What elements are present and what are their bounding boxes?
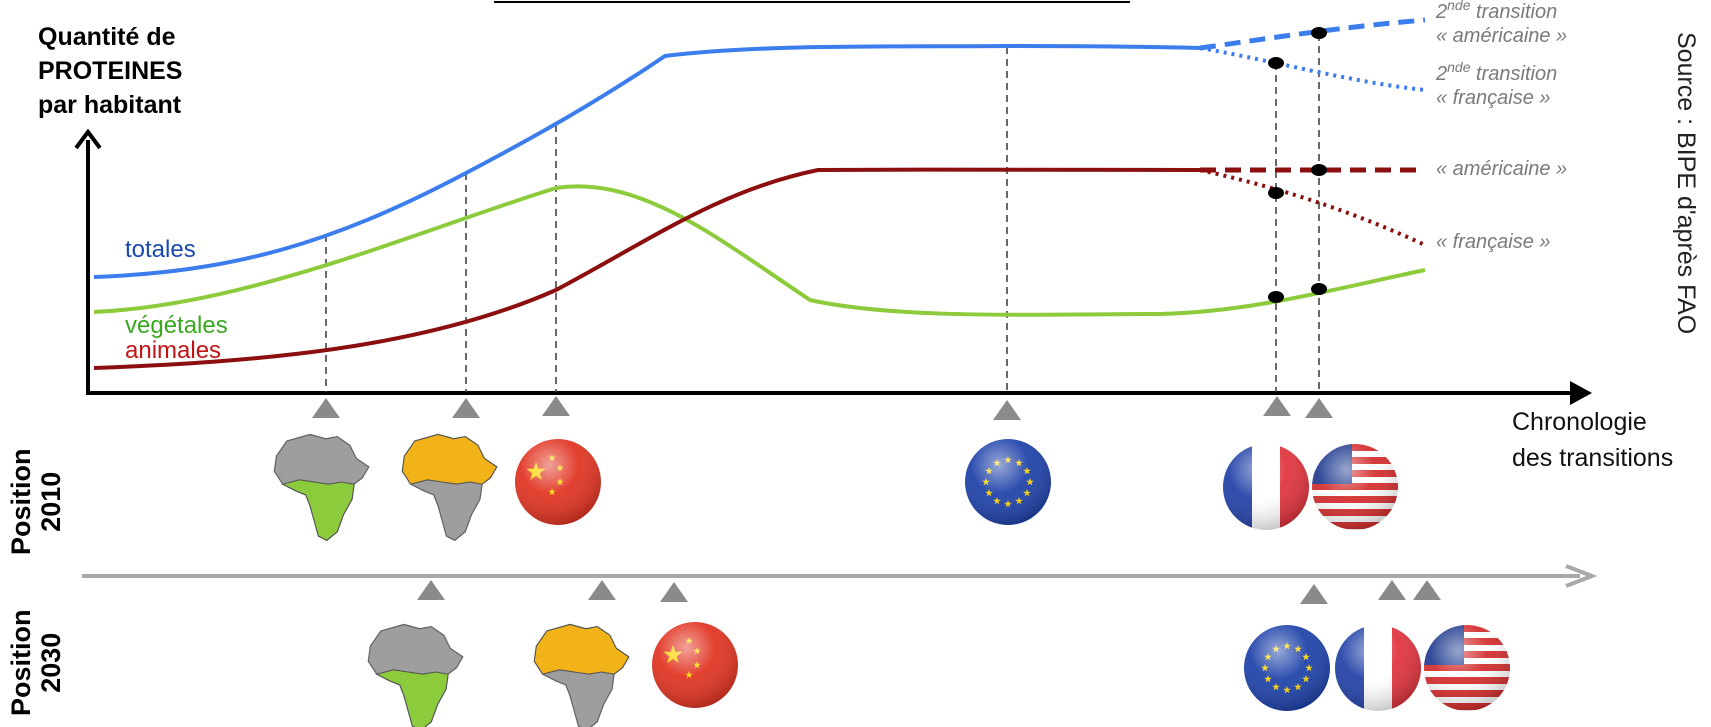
annotation-totales-us-line1: 2nde transition xyxy=(1435,0,1557,23)
france-flag-icon xyxy=(1335,625,1421,711)
africa-green-map-icon xyxy=(367,623,464,727)
x-axis-title-line1: Chronologie xyxy=(1512,408,1647,436)
usa-flag-icon xyxy=(1424,625,1510,711)
x-axis xyxy=(86,381,1592,405)
x-axis-title-line2: des transitions xyxy=(1512,444,1674,472)
annotation-totales-fr-line2: « française » xyxy=(1436,87,1551,109)
annotation-totales-us-line2: « américaine » xyxy=(1436,25,1567,47)
position-2010-year: 2010 xyxy=(36,471,66,532)
curve-vegetales xyxy=(93,184,1426,317)
curve-animales-fr xyxy=(1199,168,1426,247)
y-axis-title-line2: PROTEINES xyxy=(38,57,183,85)
source-note: Source : BIPE d'après FAO xyxy=(1672,32,1700,335)
x-axis-title: Chronologie des transitions xyxy=(1512,404,1673,476)
y-axis-title-line1: Quantité de xyxy=(38,23,176,51)
label-vegetales: végétales xyxy=(125,312,228,339)
markers-2030 xyxy=(417,580,1441,604)
africa-north-highlight-map-icon xyxy=(401,433,498,541)
eu-flag-icon xyxy=(1244,625,1330,711)
china-flag-icon xyxy=(515,439,601,525)
annotation-animales-fr: « française » xyxy=(1436,231,1551,253)
markers-2010 xyxy=(312,396,1333,420)
annotation-animales-us: « américaine » xyxy=(1436,158,1567,180)
curve-totales-fr xyxy=(1199,46,1426,92)
position-2010-word: Position xyxy=(6,448,36,556)
china-flag-icon xyxy=(652,622,738,708)
axis-2030 xyxy=(82,564,1598,588)
transition-guides xyxy=(325,34,1320,392)
y-axis-title-line3: par habitant xyxy=(38,91,182,119)
label-totales: totales xyxy=(125,236,196,263)
y-axis xyxy=(74,128,102,395)
curve-animales xyxy=(93,167,1201,370)
curve-totales-us xyxy=(1199,17,1426,51)
africa-north-highlight-map-icon xyxy=(533,623,630,727)
label-animales: animales xyxy=(125,337,221,364)
transition-dots xyxy=(1268,27,1327,303)
position-2030-word: Position xyxy=(6,609,36,717)
y-axis-title: Quantité de PROTEINES par habitant xyxy=(38,20,182,122)
position-2010-label: Position 2010 xyxy=(6,449,66,556)
position-2030-label: Position 2030 xyxy=(6,610,66,717)
eu-flag-icon xyxy=(965,439,1051,525)
usa-flag-icon xyxy=(1312,444,1398,530)
curve-totales xyxy=(93,43,1201,279)
france-flag-icon xyxy=(1223,444,1309,530)
africa-green-map-icon xyxy=(273,433,370,541)
position-2030-year: 2030 xyxy=(36,632,66,693)
annotation-totales-fr-line1: 2nde transition xyxy=(1435,59,1557,85)
